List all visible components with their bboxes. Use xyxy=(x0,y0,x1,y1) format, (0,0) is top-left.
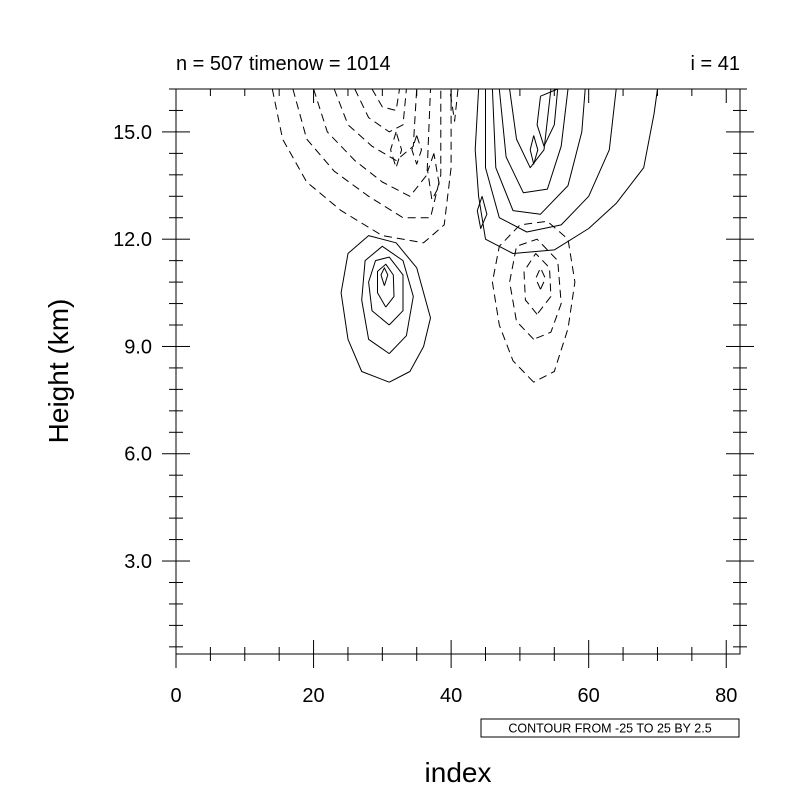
contour-line-positive-9 xyxy=(509,88,552,169)
x-tick-label: 0 xyxy=(170,685,181,707)
plot-frame xyxy=(175,88,741,655)
contour-line-negative-14 xyxy=(509,238,562,340)
contour-line-negative-13 xyxy=(491,220,576,383)
contour-line-positive-6 xyxy=(485,88,617,233)
contour-line-negative-22 xyxy=(371,88,400,111)
y-tick-label: 3.0 xyxy=(124,551,152,573)
title-right: i = 41 xyxy=(691,53,740,75)
contour-line-positive-1 xyxy=(361,245,414,355)
y-tick-label: 9.0 xyxy=(124,336,152,358)
contour-info-box: CONTOUR FROM -25 TO 25 BY 2.5 xyxy=(480,718,740,738)
contour-line-negative-15 xyxy=(523,253,552,315)
contour-line-negative-18 xyxy=(292,88,442,219)
contour-line-positive-0 xyxy=(340,235,431,383)
minor-ticks xyxy=(169,88,747,661)
contour-info-label: CONTOUR FROM -25 TO 25 BY 2.5 xyxy=(508,722,711,736)
contour-line-positive-10 xyxy=(536,88,559,147)
contour-line-positive-2 xyxy=(368,256,404,326)
contour-line-negative-23 xyxy=(390,131,403,169)
contour-line-positive-3 xyxy=(377,263,395,308)
contour-lines xyxy=(271,88,658,383)
y-axis-title: Height (km) xyxy=(43,299,74,444)
contour-line-positive-12 xyxy=(476,196,488,229)
y-tick-label: 15.0 xyxy=(113,122,152,144)
contour-line-negative-20 xyxy=(333,88,418,161)
title-left: n = 507 timenow = 1014 xyxy=(176,53,391,75)
contour-line-positive-7 xyxy=(491,88,586,215)
y-tick-label: 12.0 xyxy=(113,229,152,251)
x-tick-label: 80 xyxy=(715,685,737,707)
contour-line-positive-4 xyxy=(380,267,389,286)
x-tick-label: 20 xyxy=(302,685,324,707)
contour-line-negative-19 xyxy=(313,88,431,197)
contour-line-negative-25 xyxy=(411,135,422,165)
contour-info-frame xyxy=(480,718,740,738)
y-tick-labels: 3.0 6.0 9.0 12.0 15.0 xyxy=(113,122,152,573)
contour-line-positive-8 xyxy=(498,88,569,194)
x-tick-label: 60 xyxy=(578,685,600,707)
x-axis-title: index xyxy=(425,757,492,788)
contour-line-positive-11 xyxy=(529,135,539,165)
contour-line-negative-24 xyxy=(427,153,440,201)
contour-line-negative-16 xyxy=(535,267,546,290)
contour-line-negative-21 xyxy=(354,88,407,133)
x-tick-labels: 0 20 40 60 80 xyxy=(170,685,737,707)
x-tick-label: 40 xyxy=(440,685,462,707)
contour-line-negative-17 xyxy=(271,88,452,244)
contour-line-positive-5 xyxy=(474,88,658,254)
major-ticks xyxy=(162,89,754,668)
y-tick-label: 6.0 xyxy=(124,444,152,466)
